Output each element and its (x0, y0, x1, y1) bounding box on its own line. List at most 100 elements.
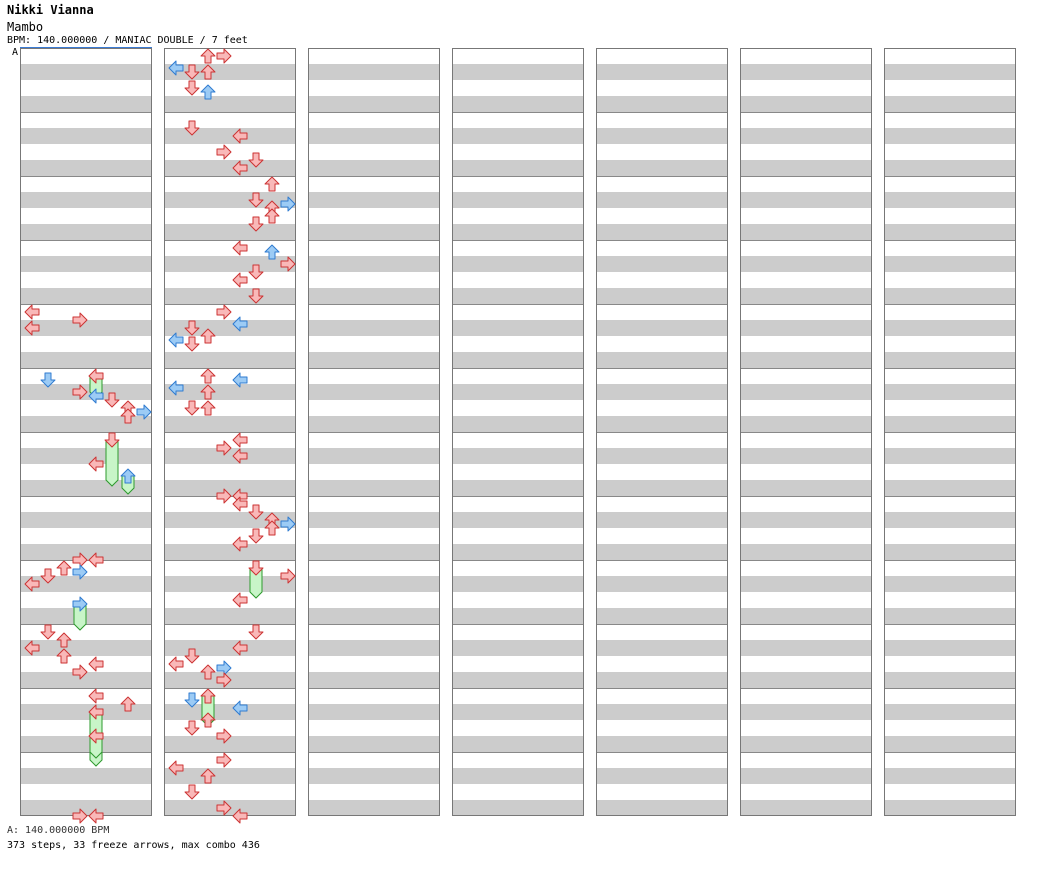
arrow-shape (216, 728, 232, 744)
arrow-shape (216, 672, 232, 688)
beat-stripe (596, 512, 728, 528)
arrow-shape (168, 760, 184, 776)
beat-stripe (164, 512, 296, 528)
arrow-left-icon (232, 272, 248, 288)
arrow-down-icon (248, 528, 264, 544)
arrow-shape (168, 332, 184, 348)
beat-stripe (884, 256, 1016, 272)
beat-stripe (884, 800, 1016, 816)
arrow-shape (56, 560, 72, 576)
arrow-shape (200, 384, 216, 400)
beat-stripe (20, 544, 152, 560)
beat-stripe (452, 608, 584, 624)
arrow-shape (88, 388, 104, 404)
arrow-shape (184, 120, 200, 136)
arrow-down-icon (184, 720, 200, 736)
beat-stripe (452, 288, 584, 304)
arrow-right-icon (280, 516, 296, 532)
arrow-shape (200, 48, 216, 64)
arrow-up-icon (120, 468, 136, 484)
beat-stripe (740, 320, 872, 336)
beat-stripe (596, 768, 728, 784)
arrow-left-icon (232, 496, 248, 512)
arrow-left-icon (168, 60, 184, 76)
arrow-down-icon (248, 504, 264, 520)
beat-stripe (20, 64, 152, 80)
arrow-shape (168, 380, 184, 396)
arrow-shape (120, 696, 136, 712)
beat-stripe (884, 576, 1016, 592)
beat-stripe (452, 480, 584, 496)
beat-stripe (20, 512, 152, 528)
arrow-left-icon (232, 592, 248, 608)
beat-stripe (164, 256, 296, 272)
arrow-shape (232, 592, 248, 608)
arrow-right-icon (216, 800, 232, 816)
arrow-up-icon (200, 688, 216, 704)
arrow-shape (184, 320, 200, 336)
arrow-shape (232, 536, 248, 552)
beat-stripe (740, 64, 872, 80)
arrow-shape (72, 564, 88, 580)
beat-stripe (596, 800, 728, 816)
beat-stripe (884, 672, 1016, 688)
beat-stripe (308, 704, 440, 720)
arrow-right-icon (72, 564, 88, 580)
arrow-up-icon (264, 244, 280, 260)
beat-stripe (164, 448, 296, 464)
beat-stripe (740, 736, 872, 752)
column-border (596, 48, 728, 816)
beat-stripe (452, 448, 584, 464)
arrow-shape (248, 192, 264, 208)
arrow-shape (216, 304, 232, 320)
beat-stripe (596, 160, 728, 176)
beat-stripe (452, 320, 584, 336)
arrow-right-icon (72, 664, 88, 680)
arrow-left-icon (88, 656, 104, 672)
arrow-down-icon (184, 80, 200, 96)
arrow-right-icon (216, 440, 232, 456)
arrow-up-icon (200, 400, 216, 416)
arrow-shape (216, 800, 232, 816)
beat-stripe (740, 768, 872, 784)
arrow-shape (232, 432, 248, 448)
arrow-shape (200, 64, 216, 80)
arrow-right-icon (280, 256, 296, 272)
beat-stripe (308, 64, 440, 80)
arrow-right-icon (72, 808, 88, 824)
arrow-up-icon (200, 328, 216, 344)
beat-stripe (164, 576, 296, 592)
arrow-right-icon (216, 488, 232, 504)
arrow-left-icon (168, 380, 184, 396)
bpm-change-marker: A (12, 47, 19, 58)
arrow-shape (104, 392, 120, 408)
beat-stripe (740, 480, 872, 496)
arrow-up-icon (200, 712, 216, 728)
arrow-shape (264, 208, 280, 224)
arrow-shape (72, 384, 88, 400)
beat-stripe (308, 224, 440, 240)
beat-stripe (452, 384, 584, 400)
arrow-left-icon (232, 536, 248, 552)
beat-stripe (164, 544, 296, 560)
arrow-shape (40, 624, 56, 640)
arrow-down-icon (104, 432, 120, 448)
beat-stripe (20, 640, 152, 656)
arrow-shape (136, 404, 152, 420)
beat-stripe (164, 640, 296, 656)
beat-stripe (20, 416, 152, 432)
arrow-down-icon (184, 336, 200, 352)
arrow-shape (232, 640, 248, 656)
beat-stripe (308, 512, 440, 528)
arrow-right-icon (216, 144, 232, 160)
beat-stripe (596, 64, 728, 80)
arrow-up-icon (264, 520, 280, 536)
beat-stripe (884, 512, 1016, 528)
arrow-left-icon (88, 728, 104, 744)
song-title: Mambo (7, 20, 44, 34)
beat-stripe (20, 128, 152, 144)
arrow-shape (24, 576, 40, 592)
beat-stripe (740, 640, 872, 656)
arrow-left-icon (168, 760, 184, 776)
beat-stripe (164, 768, 296, 784)
